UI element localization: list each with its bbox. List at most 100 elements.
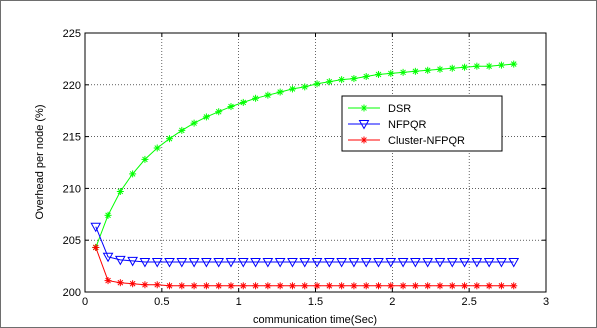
data-point (252, 94, 260, 102)
data-point (166, 135, 174, 143)
data-point (436, 282, 444, 290)
data-point (387, 69, 395, 77)
data-point (436, 65, 444, 73)
legend-label: NFPQR (388, 119, 427, 131)
data-point (508, 257, 520, 268)
data-point (375, 282, 383, 290)
data-point (323, 257, 335, 268)
data-point (127, 256, 138, 267)
data-point (473, 62, 481, 70)
legend-marker (360, 136, 368, 144)
data-point (178, 282, 186, 290)
data-point (116, 188, 124, 196)
data-point (461, 63, 469, 71)
data-point (410, 257, 421, 268)
data-point (237, 257, 249, 268)
legend-label: Cluster-NFPQR (388, 135, 465, 147)
data-point (497, 61, 505, 69)
data-point (424, 66, 432, 74)
data-point (262, 257, 274, 268)
data-point (448, 282, 456, 290)
data-point (190, 119, 198, 127)
x-tick-label: 3 (543, 296, 549, 308)
data-point (299, 257, 311, 268)
data-point (301, 282, 309, 290)
y-tick-label: 225 (63, 28, 81, 40)
x-tick-label: 2 (389, 296, 395, 308)
series-cluster-nfpqr (92, 243, 518, 290)
data-point (276, 282, 284, 290)
data-point (422, 257, 434, 268)
legend-entry: DSR (348, 103, 411, 115)
data-point (176, 257, 188, 268)
data-point (411, 67, 419, 75)
y-tick-label: 215 (63, 132, 81, 144)
legend: DSR NFPQR Cluster-NFPQR (341, 95, 503, 152)
data-point (496, 257, 507, 268)
data-point (274, 257, 286, 268)
data-point (114, 255, 126, 266)
x-tick-label: 0.5 (154, 296, 169, 308)
data-point (104, 211, 112, 219)
data-point (225, 257, 237, 268)
data-point (141, 155, 149, 163)
data-point (485, 62, 493, 70)
data-point (434, 257, 446, 268)
y-tick-label: 210 (63, 183, 81, 195)
data-point (473, 282, 481, 290)
data-point (188, 257, 200, 268)
series-nfpqr (90, 222, 520, 268)
data-point (227, 103, 235, 111)
y-tick-label: 220 (63, 80, 81, 92)
legend-entry: Cluster-NFPQR (348, 135, 465, 147)
data-point (202, 113, 210, 121)
data-point (362, 73, 370, 81)
legend-marker (360, 104, 368, 112)
data-point (336, 257, 347, 268)
data-point (250, 257, 261, 268)
data-point (362, 282, 370, 290)
data-point (360, 257, 372, 268)
data-point (510, 60, 518, 68)
data-point (201, 257, 212, 268)
data-point (90, 222, 102, 233)
x-tick-labels: 0 0.5 1 1.5 2 2.5 3 (82, 296, 549, 308)
y-tick-label: 200 (63, 287, 81, 299)
data-point (325, 78, 333, 86)
data-point (215, 282, 223, 290)
data-point (397, 257, 409, 268)
data-point (338, 282, 346, 290)
data-point (129, 170, 137, 178)
data-point (350, 75, 358, 83)
y-tick-labels: 200 205 210 215 220 225 (63, 28, 81, 299)
data-point (129, 280, 137, 288)
data-point (373, 257, 384, 268)
data-point (264, 91, 272, 99)
data-point (92, 243, 100, 251)
data-point (102, 252, 114, 263)
data-point (141, 281, 149, 289)
data-point (151, 257, 163, 268)
series-line (95, 226, 514, 263)
data-point (139, 257, 151, 268)
tick-marks (84, 32, 547, 293)
data-point (239, 282, 247, 290)
data-point (461, 282, 469, 290)
data-point (325, 282, 333, 290)
data-point (104, 277, 112, 285)
data-point (387, 282, 395, 290)
data-point (483, 257, 495, 268)
data-point (313, 80, 321, 88)
data-point (202, 282, 210, 290)
y-tick-label: 205 (63, 235, 81, 247)
data-point (153, 281, 161, 289)
data-point (287, 257, 298, 268)
data-point (264, 282, 272, 290)
data-point (471, 257, 483, 268)
data-point (190, 282, 198, 290)
x-axis-label: communication time(Sec) (253, 314, 377, 326)
data-point (116, 279, 124, 287)
data-point (348, 257, 360, 268)
data-point (338, 76, 346, 84)
data-point (166, 282, 174, 290)
